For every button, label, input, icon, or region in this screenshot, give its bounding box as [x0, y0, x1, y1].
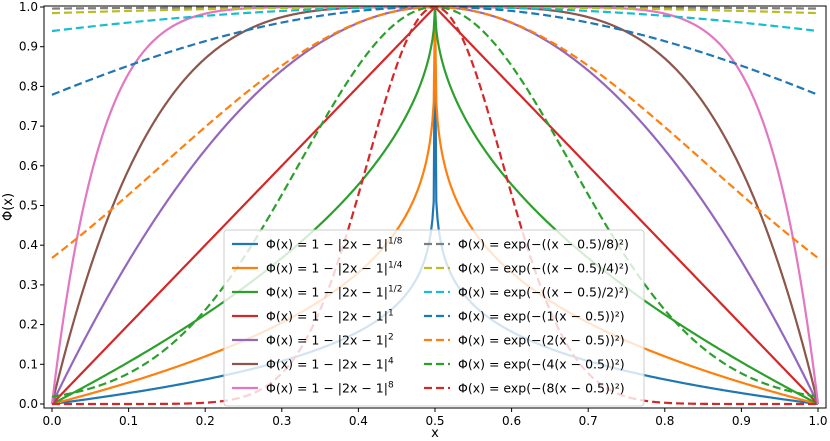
x-tick-label: 0.7: [579, 414, 598, 428]
y-tick-label: 0.3: [19, 278, 38, 292]
legend-entry: Φ(x) = exp(−((x − 0.5)/4)²): [458, 261, 629, 276]
legend-entry: Φ(x) = 1 − |2x − 1|2: [266, 333, 394, 348]
series-line-14: [52, 6, 818, 406]
y-tick-label: 0.2: [19, 318, 38, 332]
x-tick-label: 0.2: [196, 414, 215, 428]
y-tick-label: 0.0: [19, 397, 38, 411]
legend-entry: Φ(x) = 1 − |2x − 1|1/4: [266, 261, 403, 276]
y-tick-label: 1.0: [19, 0, 38, 14]
x-tick-label: 0.6: [502, 414, 521, 428]
series-line-9: [51, 6, 819, 15]
legend: Φ(x) = 1 − |2x − 1|1/8 Φ(x) = 1 − |2x − 1…: [223, 229, 645, 407]
series-line-11: [51, 6, 819, 96]
x-tick-label: 0.5: [425, 414, 444, 428]
y-tick-label: 0.1: [19, 357, 38, 371]
axis-ticks: 0.0 0.1 0.2 0.3 0.4 0.5 0.6 0.7 0.8 0.9 1.0 0.0 0.1 0…: [19, 0, 828, 428]
x-tick-label: 0.8: [655, 414, 674, 428]
legend-entry: Φ(x) = exp(−(8(x − 0.5))²): [458, 381, 625, 396]
series-lines: [50, 6, 820, 406]
x-tick-label: 0.3: [272, 414, 291, 428]
legend-box: [223, 229, 645, 407]
y-tick-label: 0.8: [19, 79, 38, 93]
y-tick-label: 0.6: [19, 159, 38, 173]
x-tick-label: 1.0: [808, 414, 827, 428]
legend-entry: Φ(x) = exp(−((x − 0.5)/8)²): [458, 237, 629, 252]
legend-exponent: 4: [388, 357, 394, 367]
legend-exponent: 1: [388, 309, 394, 319]
legend-entry: Φ(x) = 1 − |2x − 1|8: [266, 381, 394, 396]
legend-entry: Φ(x) = 1 − |2x − 1|1/8: [266, 237, 403, 252]
x-tick-label: 0.1: [119, 414, 138, 428]
series-line-8: [51, 6, 819, 10]
legend-entry: Φ(x) = exp(−(2(x − 0.5))²): [458, 333, 625, 348]
x-tick-label: 0.9: [732, 414, 751, 428]
legend-entry: Φ(x) = 1 − |2x − 1|4: [266, 357, 394, 372]
y-tick-label: 0.7: [19, 119, 38, 133]
legend-exponent: 1/4: [388, 261, 403, 271]
legend-entry: Φ(x) = exp(−(4(x − 0.5))²): [458, 357, 625, 372]
x-tick-label: 0.0: [42, 414, 61, 428]
legend-exponent: 1/8: [388, 237, 403, 247]
y-axis-label: Φ(x): [1, 193, 16, 221]
x-tick-label: 0.4: [349, 414, 368, 428]
legend-exponent: 2: [388, 333, 394, 343]
legend-exponent: 8: [388, 381, 394, 391]
y-tick-label: 0.5: [19, 199, 38, 213]
legend-exponent: 1/2: [388, 285, 402, 295]
y-tick-label: 0.4: [19, 238, 38, 252]
y-tick-label: 0.9: [19, 40, 38, 54]
legend-entry: Φ(x) = 1 − |2x − 1|1/2: [266, 285, 402, 300]
legend-entry: Φ(x) = exp(−(1(x − 0.5))²): [458, 309, 625, 324]
series-line-10: [51, 6, 819, 33]
legend-entry: Φ(x) = 1 − |2x − 1|1: [266, 309, 394, 324]
legend-entry: Φ(x) = exp(−((x − 0.5)/2)²): [458, 285, 629, 300]
x-axis-label: x: [431, 426, 439, 441]
